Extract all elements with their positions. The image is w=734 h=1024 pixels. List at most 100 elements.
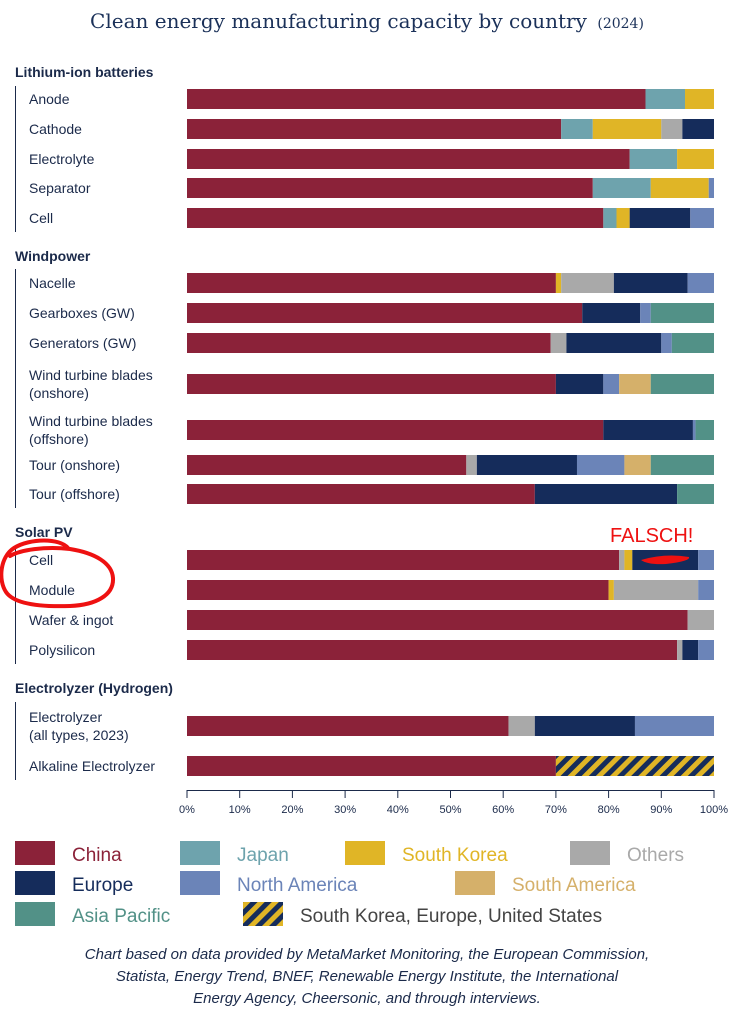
bar-row: Tour (offshore) [29,484,714,504]
legend-swatch [243,902,283,926]
legend-swatch [180,871,220,895]
legend-label: China [72,845,122,866]
bar-segment-north-america [603,374,620,394]
category-label: Anode [29,91,70,107]
bar-segment-china [187,333,551,353]
x-axis: 0% 10% 20% 30% 40% 50% 60% 70% 80% 90% 100% [179,790,728,816]
bar-segment-japan [629,149,678,169]
category-label: Nacelle [29,275,76,291]
bar-segment-china [187,208,604,228]
bar-row: Wind turbine blades (offshore) [29,413,714,447]
bar-segment-china [187,455,467,475]
group-solar-pv: Solar PV Cell Module Wafer & ingot Polysilic… [15,524,714,664]
annotation-text: FALSCH! [610,525,693,547]
legend-swatch [15,871,55,895]
category-label: Generators (GW) [29,335,136,351]
bar-segment-others [613,580,699,600]
annotations: FALSCH! [0,525,693,609]
bar-segment-north-america [687,273,714,293]
bar-segment-south-america [624,455,651,475]
bar-segment-south-korea [685,89,714,109]
legend-label: Japan [237,845,289,866]
legend-swatch [180,841,220,865]
category-label: Tour (offshore) [29,486,120,502]
legend-label: Asia Pacific [72,906,170,927]
x-tick-label: 70% [545,804,567,816]
bar-row: Cathode [29,119,714,139]
x-tick-label: 40% [387,804,409,816]
bar-segment-south-korea-europe-united-states [555,756,714,776]
bar-row: Alkaline Electrolyzer [29,756,714,776]
chart-title-main: Clean energy manufacturing capacity by c… [90,9,588,33]
bar-segment-asia-pacific [650,374,714,394]
group-title: Solar PV [15,524,73,540]
bar-segment-europe [534,716,635,736]
legend-swatch [345,841,385,865]
legend-swatch [15,841,55,865]
bar-segment-south-korea [677,149,714,169]
bar-row: Generators (GW) [29,333,714,353]
bar-segment-china [187,273,556,293]
bar-segment-china [187,178,593,198]
bar-row: Wafer & ingot [29,610,714,630]
bar-segment-europe [682,640,699,660]
legend-label: South Korea [402,845,508,866]
bar-segment-north-america [634,716,714,736]
bar-segment-others [677,640,683,660]
group-title: Electrolyzer (Hydrogen) [15,680,173,696]
bar-segment-asia-pacific [677,484,714,504]
bar-segment-europe [613,273,688,293]
category-label: Tour (onshore) [29,457,120,473]
bar-segment-china [187,550,620,570]
category-label: Polysilicon [29,642,95,658]
bar-row: Tour (onshore) [29,455,714,475]
legend-item-north-america: North America [180,871,358,896]
bar-segment-europe [566,333,662,353]
footnote: Chart based on data provided by MetaMark… [10,944,724,1010]
x-tick-label: 0% [179,804,195,816]
bar-segment-china [187,89,646,109]
bar-segment-europe [555,374,604,394]
legend-item-japan: Japan [180,841,289,866]
bar-segment-europe [603,420,693,440]
bar-segment-north-america [640,303,651,323]
footnote-line: Chart based on data provided by MetaMark… [84,946,650,963]
bar-segment-south-korea [555,273,562,293]
x-tick-label: 90% [650,804,672,816]
bar-segment-north-america [692,420,696,440]
category-label: Alkaline Electrolyzer [29,758,155,774]
category-label: Module [29,582,75,598]
bar-segment-japan [603,208,617,228]
group-windpower: Windpower Nacelle Gearboxes (GW) Generators… [15,248,714,508]
legend-label: Others [627,845,684,866]
bar-segment-asia-pacific [650,455,714,475]
legend-item-others: Others [570,841,684,866]
legend-item-south-korea-europe-united-states: South Korea, Europe, United States [243,902,602,927]
category-label: Gearboxes (GW) [29,305,135,321]
bar-segment-europe [534,484,678,504]
bar-segment-south-korea [592,119,662,139]
category-label: Cathode [29,121,82,137]
group-title: Lithium-ion batteries [15,64,154,80]
category-label: Cell [29,210,53,226]
annotation-circle [0,538,115,609]
legend-label: North America [237,875,358,896]
bar-segment-others [687,610,714,630]
legend-item-south-america: South America [455,871,636,896]
legend-item-europe: Europe [15,871,133,896]
legend-label: Europe [72,875,133,896]
bar-segment-north-america [690,208,714,228]
chart-subtitle: (2024) [597,16,644,32]
bar-segment-china [187,756,556,776]
legend-item-china: China [15,841,122,866]
x-tick-label: 100% [700,804,728,816]
bar-segment-china [187,716,509,736]
group-electrolyzer-hydrogen: Electrolyzer (Hydrogen) Electrolyzer (all … [15,680,714,780]
bar-segment-asia-pacific [695,420,714,440]
bar-row: Nacelle [29,273,714,293]
bar-segment-north-america [576,455,625,475]
bar-segment-north-america [698,550,714,570]
bar-segment-china [187,374,556,394]
bar-row: Wind turbine blades (onshore) [29,367,714,401]
